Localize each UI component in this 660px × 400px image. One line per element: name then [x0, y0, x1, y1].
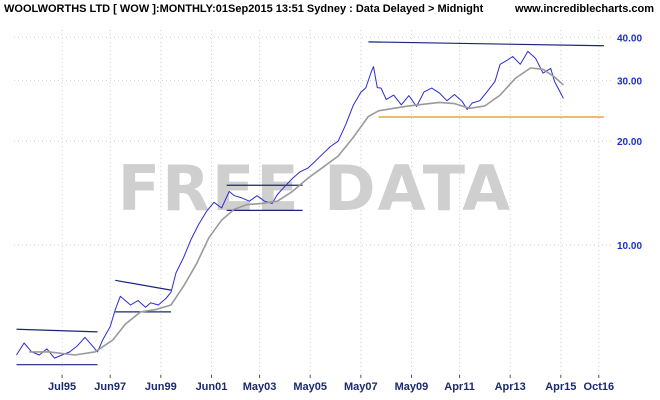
- x-tick-label: Jul95: [48, 381, 76, 393]
- resistance-trendline: [368, 41, 604, 47]
- x-tick-label: Apr11: [444, 381, 475, 393]
- y-tick-label: 10.00: [617, 241, 642, 252]
- x-tick-label: May09: [395, 381, 429, 393]
- x-tick-label: Jun01: [196, 381, 228, 393]
- channel-top-trendline: [16, 328, 98, 333]
- y-tick-label: 30.00: [617, 76, 642, 87]
- x-tick-label: Jun99: [145, 381, 177, 393]
- plot-area: [14, 30, 614, 375]
- x-tick-label: May03: [243, 381, 277, 393]
- x-tick-label: May05: [293, 381, 327, 393]
- x-tick-label: Jun97: [94, 381, 126, 393]
- x-tick-label: May07: [344, 381, 378, 393]
- y-tick-label: 20.00: [617, 137, 642, 148]
- watermark-text: FREE DATA: [118, 152, 512, 225]
- site-link[interactable]: www.incrediblecharts.com: [515, 3, 654, 15]
- channel-top-trendline: [115, 279, 172, 291]
- x-tick-label: Apr13: [495, 381, 526, 393]
- y-tick-label: 40.00: [617, 33, 642, 44]
- x-tick-label: Oct16: [584, 381, 615, 393]
- price-line: [16, 50, 564, 359]
- x-tick-label: Apr15: [545, 381, 576, 393]
- chart-title: WOOLWORTHS LTD [ WOW ]:MONTHLY:01Sep2015…: [4, 3, 484, 15]
- moving-average-line: [29, 67, 564, 356]
